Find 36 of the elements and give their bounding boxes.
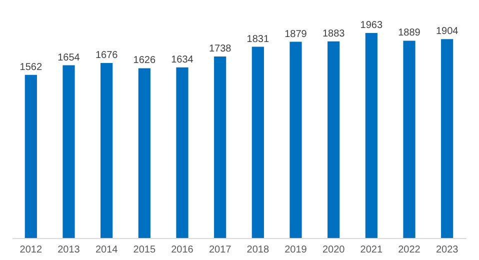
x-tick-label: 2021	[360, 244, 383, 256]
data-label: 1738	[208, 43, 232, 54]
x-tick-label: 2016	[171, 244, 194, 256]
data-label: 1904	[436, 26, 459, 38]
x-tick-label: 2013	[58, 244, 80, 256]
data-label: 1626	[133, 55, 156, 66]
bar	[62, 65, 75, 238]
bar	[403, 40, 416, 238]
data-label: 1879	[284, 28, 308, 40]
bar	[138, 68, 150, 238]
data-label: 1676	[95, 50, 118, 61]
bar	[176, 67, 188, 238]
x-tick-label: 2012	[20, 244, 42, 256]
bar	[252, 46, 264, 238]
data-label: 1963	[360, 20, 383, 31]
bar	[100, 62, 113, 238]
bar	[214, 56, 226, 238]
data-label: 1831	[246, 34, 270, 45]
x-tick-label: 2023	[436, 244, 459, 256]
bar	[441, 39, 454, 238]
bar	[24, 74, 37, 238]
x-tick-label: 2015	[133, 244, 156, 256]
x-tick-label: 2018	[246, 244, 270, 256]
data-label: 1889	[398, 28, 421, 39]
data-label: 1883	[322, 28, 346, 40]
bar	[328, 41, 340, 238]
x-tick-label: 2014	[95, 244, 118, 256]
data-label: 1634	[171, 54, 194, 66]
data-label: 1654	[58, 52, 80, 64]
x-tick-label: 2020	[322, 244, 346, 256]
data-label: 1562	[20, 62, 42, 73]
bar	[365, 33, 378, 238]
bar	[290, 42, 302, 238]
x-tick-label: 2019	[284, 244, 308, 256]
x-tick-label: 2017	[208, 244, 232, 256]
x-tick-label: 2022	[398, 244, 421, 256]
